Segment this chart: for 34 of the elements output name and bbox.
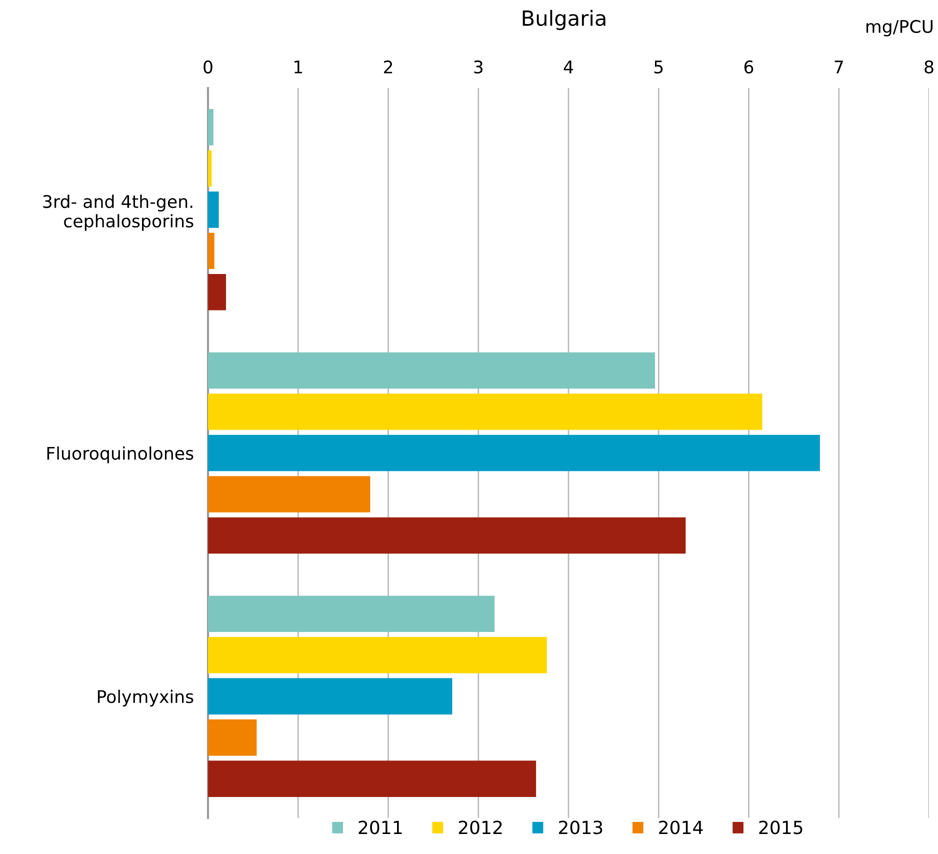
bar xyxy=(208,352,656,389)
bar xyxy=(208,434,820,472)
x-tick-label: 8 xyxy=(924,60,934,74)
legend-label: 2011 xyxy=(358,820,402,834)
bar xyxy=(208,596,495,632)
bar xyxy=(208,760,536,797)
legend-label: 2012 xyxy=(458,820,502,834)
x-tick-label: 1 xyxy=(294,60,302,74)
legend-label: 2014 xyxy=(659,820,703,834)
y-tick-label: Polymyxins xyxy=(98,690,194,707)
y-tick-label: Fluoroquinolones xyxy=(47,446,194,464)
x-tick-label: 5 xyxy=(654,60,663,74)
x-tick-label: 6 xyxy=(744,60,754,74)
x-axis-title: mg/PCU xyxy=(866,20,932,36)
bar xyxy=(208,232,214,270)
legend-label: 2015 xyxy=(759,820,802,834)
y-tick-label: 3rd- and 4th-gen. cephalosporins xyxy=(43,194,194,231)
x-tick-label: 3 xyxy=(474,60,483,74)
x-tick-label: 7 xyxy=(834,60,843,74)
bar xyxy=(208,394,762,430)
chart-title: Bulgaria xyxy=(522,10,606,30)
x-tick-label: 2 xyxy=(384,60,392,74)
bar xyxy=(208,192,219,228)
bar xyxy=(208,517,686,554)
legend-label: 2013 xyxy=(558,820,602,834)
bar xyxy=(208,274,226,310)
bar xyxy=(208,719,257,756)
bar xyxy=(208,678,452,714)
bar xyxy=(208,476,370,512)
x-tick-label: 0 xyxy=(204,60,212,74)
bar xyxy=(208,109,214,146)
bar xyxy=(208,150,212,187)
x-tick-label: 4 xyxy=(564,60,574,74)
bar xyxy=(208,636,547,674)
